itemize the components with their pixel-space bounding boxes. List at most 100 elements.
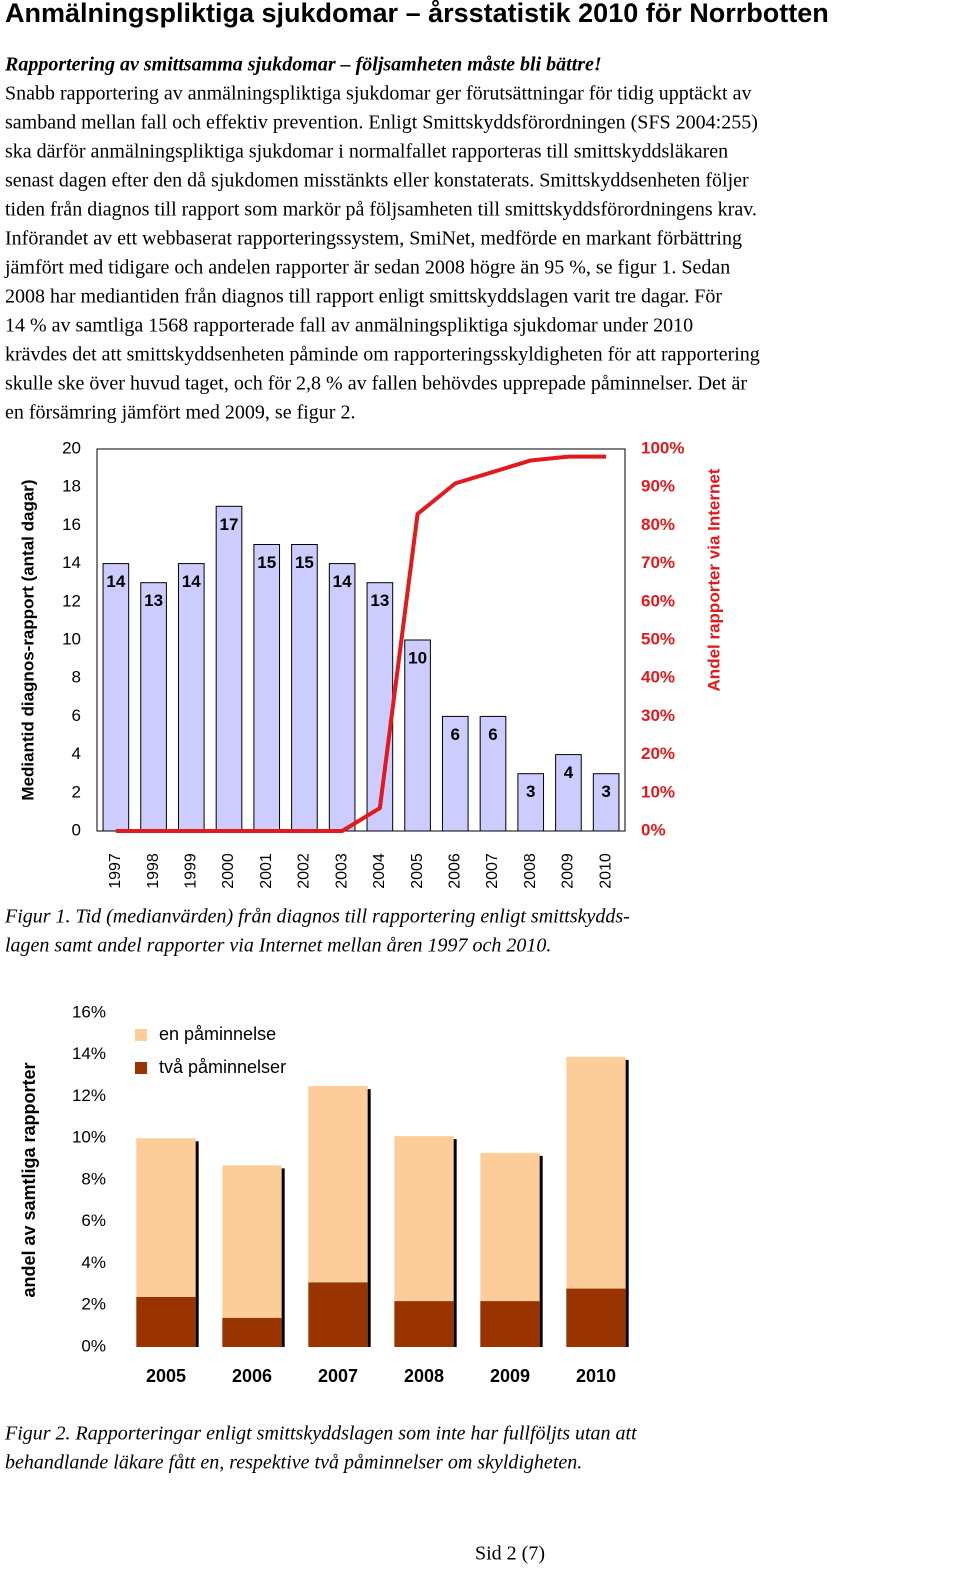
y-tick-label: 0 [72,820,81,839]
y-tick-label: 2 [72,782,81,801]
y-tick-label: 10% [72,1128,106,1147]
bar-segment [136,1138,196,1297]
bar [479,715,507,832]
bar-value-label: 3 [526,782,535,801]
body-text: senast dagen efter den då sjukdomen miss… [5,170,749,192]
bar [441,715,469,832]
y-tick-label: 18 [62,477,81,496]
x-tick-label: 2006 [232,1366,272,1386]
y-tick-label: 10 [62,629,81,648]
y2-tick-label: 40% [641,668,675,687]
y-tick-label: 4 [72,744,81,763]
x-tick-label: 2005 [409,853,426,889]
x-tick-label: 2009 [490,1366,530,1386]
x-tick-label: 1999 [183,853,200,889]
bar-value-label: 14 [182,572,201,591]
body-text: Införandet av ett webbaserat rapporterin… [5,228,742,250]
bar-value-label: 15 [295,553,314,572]
y2-tick-label: 20% [641,744,675,763]
legend-label: en påminnelse [159,1024,276,1044]
body-text: krävdes det att smittskyddsenheten påmin… [5,344,760,366]
bar-segment [394,1136,454,1302]
y-tick-label: 2% [81,1295,106,1314]
bar-value-label: 3 [601,782,610,801]
page-title: Anmälningspliktiga sjukdomar – årsstatis… [5,0,829,28]
figure-caption: lagen samt andel rapporter via Internet … [5,935,551,957]
legend-box [126,1016,306,1084]
bar [592,773,620,832]
figure-caption: behandlande läkare fått en, respektive t… [5,1452,582,1474]
legend-label: två påminnelser [159,1057,286,1077]
y-tick-label: 16 [62,515,81,534]
bar-segment [308,1086,368,1283]
bar [328,563,356,832]
x-tick-label: 2001 [258,853,275,889]
section-heading: Rapportering av smittsamma sjukdomar – f… [4,54,602,76]
bar-segment [480,1152,540,1302]
legend-swatch [135,1029,147,1041]
y-tick-label: 4% [81,1253,106,1272]
x-tick-label: 2007 [484,853,501,889]
y2-axis-title: Andel rapporter via Internet [704,468,723,691]
body-text: tiden från diagnos till rapport som mark… [5,199,757,221]
bar-segment [394,1301,454,1347]
x-tick-label: 2010 [597,853,614,889]
figure-caption: Figur 2. Rapporteringar enligt smittskyd… [4,1423,637,1445]
y2-tick-label: 100% [641,438,684,457]
x-tick-label: 1997 [107,853,124,889]
x-tick-label: 2004 [371,853,388,889]
y2-tick-label: 30% [641,706,675,725]
bar-segment [308,1282,368,1347]
bar-value-label: 6 [488,725,497,744]
x-tick-label: 2005 [146,1366,186,1386]
body-text: skulle ske över huvud taget, och för 2,8… [5,373,747,395]
x-tick-label: 2008 [522,853,539,889]
y2-tick-label: 70% [641,553,675,572]
y-tick-label: 20 [62,438,81,457]
page-number: Sid 2 (7) [475,1543,545,1565]
x-tick-label: 2007 [318,1366,358,1386]
y2-tick-label: 80% [641,515,675,534]
legend-swatch [135,1062,147,1074]
y-axis-title: andel av samtliga rapporter [19,1062,39,1297]
bar [404,639,431,832]
bar-value-label: 15 [257,553,276,572]
body-text: Snabb rapportering av anmälningspliktiga… [5,83,751,105]
bar [555,754,582,832]
y-tick-label: 0% [81,1336,106,1355]
bar [366,582,394,832]
y2-tick-label: 50% [641,629,675,648]
x-tick-label: 1998 [145,853,162,889]
x-tick-label: 2009 [560,853,577,889]
body-text: 2008 har mediantiden från diagnos till r… [5,286,722,308]
body-text: 14 % av samtliga 1568 rapporterade fall … [5,315,693,337]
bar-segment [566,1288,626,1347]
x-tick-label: 2000 [220,853,237,889]
line-series [115,454,607,833]
x-tick-label: 2010 [576,1366,616,1386]
y-tick-label: 6% [81,1211,106,1230]
figure-caption: Figur 1. Tid (medianvärden) från diagnos… [4,906,630,928]
bar-segment [566,1056,626,1289]
plot-area [96,448,626,832]
bar-value-label: 6 [451,725,460,744]
x-tick-label: 2006 [447,853,464,889]
y2-tick-label: 0% [641,820,666,839]
bar-segment [480,1301,540,1347]
bar-value-label: 13 [144,591,163,610]
y-tick-label: 12 [62,591,81,610]
x-tick-label: 2003 [333,853,350,889]
x-tick-label: 2002 [296,853,313,889]
bar [102,563,130,832]
bar [140,582,167,832]
x-tick-label: 2008 [404,1366,444,1386]
y2-tick-label: 90% [641,477,675,496]
bar [215,505,243,832]
bar-segment [222,1317,282,1347]
bar-value-label: 14 [333,572,352,591]
bar-value-label: 13 [370,591,389,610]
bar-value-label: 17 [220,515,239,534]
bar-value-label: 4 [564,763,574,782]
